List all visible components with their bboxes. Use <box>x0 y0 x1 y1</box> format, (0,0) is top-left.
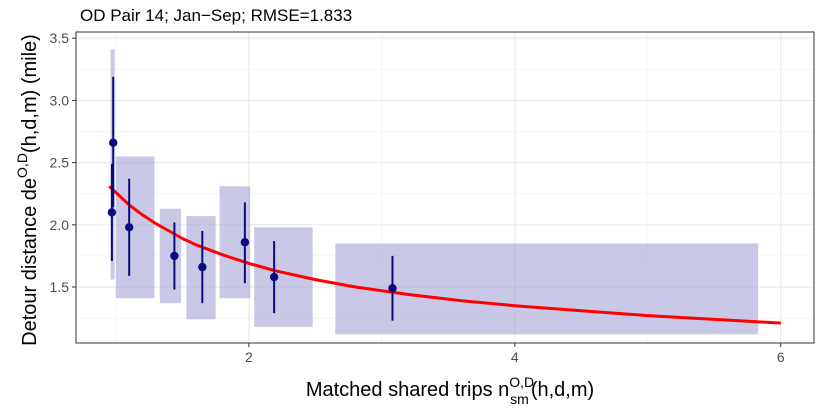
x-tick-label: 4 <box>511 349 519 365</box>
data-points <box>107 138 397 293</box>
data-point <box>240 238 250 247</box>
y-tick-label: 2.5 <box>50 155 70 171</box>
data-point <box>198 262 207 272</box>
interval-box <box>335 243 759 335</box>
y-axis-label: Detour distance deO,D(h,d,m) (mile) <box>14 34 41 346</box>
data-point <box>269 272 279 282</box>
y-tick-label: 3.5 <box>50 30 70 46</box>
interval-box <box>115 156 155 299</box>
data-point <box>388 284 397 293</box>
data-point <box>124 223 134 232</box>
panel-border <box>75 31 815 344</box>
data-point <box>109 138 118 147</box>
y-tick-label: 2.0 <box>50 217 70 233</box>
y-axis-ticks: 1.5 2.0 2.5 3.0 3.5 <box>50 30 76 295</box>
interval-boxes <box>110 49 759 335</box>
data-point <box>170 251 179 261</box>
x-axis-ticks: 2 4 6 <box>245 343 785 365</box>
data-point <box>107 208 117 217</box>
fit-curve <box>108 185 781 325</box>
y-tick-label: 3.0 <box>50 92 70 108</box>
fit-curve-layer <box>108 185 781 325</box>
x-tick-label: 2 <box>245 349 253 365</box>
chart-title: OD Pair 14; Jan−Sep; RMSE=1.833 <box>80 6 352 25</box>
y-tick-label: 1.5 <box>50 279 70 295</box>
x-axis-label: Matched shared trips nO,D sm (h,d,m) <box>306 374 594 407</box>
x-tick-label: 6 <box>777 349 785 365</box>
